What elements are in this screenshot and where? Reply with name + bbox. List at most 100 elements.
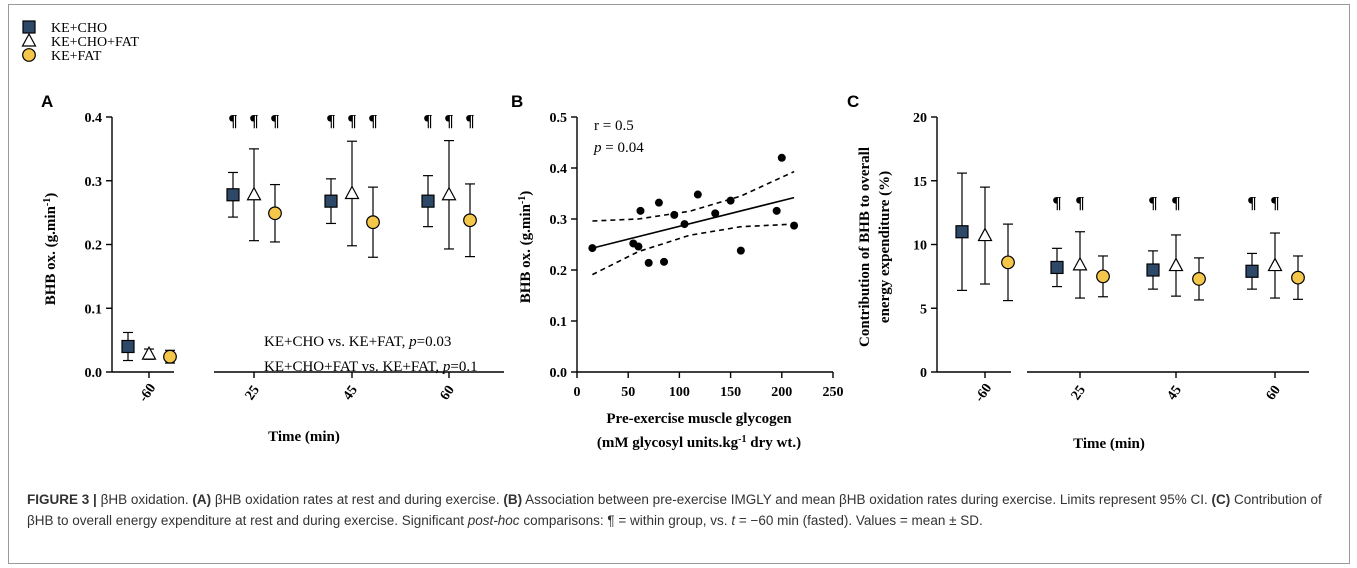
panel-b-letter: B [511,92,523,111]
panel-b-axes: 0.0 0.1 0.2 0.3 0.4 0.5 0 50 100 150 200 250 [550,111,844,400]
data-point-1-3 [441,186,457,201]
x-tick-label-1: 25 [243,383,263,403]
y-tick-label-3: 15 [913,175,927,190]
x-tick-label-5: 250 [823,385,844,400]
x-tick-label-3: 60 [438,383,458,403]
caption-posthoc: post-hoc [467,513,520,528]
panel-a-annotation-1: KE+CHO vs. KE+FAT, p=0.03 [264,334,451,350]
scatter-point-2 [634,242,643,251]
legend-label-2: KE+FAT [51,49,102,64]
significance-mark: ¶ [465,111,474,130]
figure-frame: KE+CHO KE+CHO+FAT KE+FAT A 0.0 0.1 0.2 0.3 0.4… [8,4,1350,564]
panel-b-x-label-line1: Pre-exercise muscle glycogen [606,411,792,427]
x-tick-label-2: 100 [669,385,690,400]
significance-mark: ¶ [1247,193,1256,212]
y-tick-label-3: 0.3 [550,213,568,228]
significance-mark: ¶ [347,111,356,130]
data-point-1-0 [141,345,157,360]
y-tick-label-4: 0.4 [85,111,103,126]
significance-mark: ¶ [423,111,432,130]
y-tick-label-0: 0 [920,366,927,381]
y-tick-label-2: 0.2 [85,239,103,254]
scatter-point-11 [726,196,735,205]
scatter-point-15 [790,221,799,230]
scatter-point-14 [777,153,786,162]
panel-a-y-label: BHB ox. (g.min-1) [42,193,60,306]
x-tick-label-3: 150 [720,385,741,400]
x-tick-label-2: 45 [341,383,361,403]
data-point-2-3 [1291,270,1305,285]
legend-marker-1 [21,32,37,47]
legend-label-1: KE+CHO+FAT [51,35,139,50]
figure-caption: FIGURE 3 | βHB oxidation. (A) βHB oxidat… [27,489,1337,531]
y-tick-label-4: 20 [913,111,927,126]
panel-a: A 0.0 0.1 0.2 0.3 0.4 -60 25 45 60 ¶ ¶ ¶ ¶ ¶ ¶ ¶ ¶ ¶ Tim… [41,92,504,445]
legend-marker-2 [22,48,36,62]
scatter-point-5 [654,198,663,207]
caption-a-text: βHB oxidation rates at rest and during e… [214,492,500,507]
panel-a-data: ¶ ¶ ¶ ¶ ¶ ¶ ¶ ¶ ¶ [121,111,477,364]
caption-t-symbol: t [731,513,736,528]
scatter-point-3 [636,206,645,215]
y-tick-label-0: 0.0 [550,366,568,381]
panel-c-x-label: Time (min) [1073,436,1145,452]
data-point-2-1 [1096,269,1110,284]
scatter-point-13 [772,206,781,215]
data-point-0-0 [955,225,969,239]
panel-c: C 0 5 10 15 20 -60 25 45 60 ¶ ¶ ¶ ¶ ¶ ¶ Time (min) Co… [847,92,1309,452]
data-point-2-2 [1192,272,1206,286]
regression-line [592,196,795,249]
data-point-2-0 [163,349,177,364]
y-tick-label-1: 5 [920,302,927,317]
panel-c-axes: 0 5 10 15 20 -60 25 45 60 [913,111,1309,405]
data-point-0-2 [324,194,338,208]
significance-mark: ¶ [326,111,335,130]
significance-mark: ¶ [1052,193,1061,212]
legend-marker-0 [22,20,36,34]
caption-figure-label: FIGURE 3 | [27,492,97,507]
caption-c-text: Contribution of βHB to overall energy ex… [27,492,1322,528]
legend-label-0: KE+CHO [51,21,107,36]
caption-c-text3: = −60 min (fasted). Values = mean ± SD. [738,513,983,528]
x-tick-label-2: 45 [1165,383,1185,403]
panel-a-x-label: Time (min) [268,429,340,445]
significance-mark: ¶ [270,111,279,130]
scatter-point-12 [736,246,745,255]
significance-mark: ¶ [1171,193,1180,212]
significance-mark: ¶ [228,111,237,130]
scatter-point-4 [644,258,653,267]
x-tick-label-0: 0 [574,385,581,400]
data-point-1-1 [1072,256,1088,271]
panel-b-x-label-line2: (mM glycosyl units.kg-1 dry wt.) [597,434,801,452]
data-point-1-1 [246,186,262,201]
caption-a-label: (A) [192,492,212,507]
panel-b-r-value: r = 0.5 [594,118,634,134]
panel-b-y-label: BHB ox. (g.min-1) [517,191,535,304]
data-point-1-0 [977,227,993,242]
y-tick-label-1: 0.1 [550,315,568,330]
data-point-0-0 [121,339,135,354]
data-point-2-2 [366,215,380,230]
ci-lower-line [592,223,795,276]
caption-c-text2: comparisons: ¶ = within group, vs. [523,513,728,528]
panel-a-letter: A [41,92,53,111]
x-tick-label-0: -60 [972,381,995,405]
panel-b-p-value: p = 0.04 [593,140,644,156]
significance-mark: ¶ [249,111,258,130]
significance-mark: ¶ [368,111,377,130]
x-tick-label-4: 200 [771,385,792,400]
data-point-2-1 [268,206,282,221]
y-tick-label-0: 0.0 [85,366,103,381]
x-tick-label-1: 25 [1069,383,1089,403]
y-tick-label-1: 0.1 [85,302,103,317]
x-tick-label-0: -60 [136,381,159,405]
significance-mark: ¶ [1148,193,1157,212]
data-point-0-1 [1050,260,1064,275]
caption-title: βHB oxidation. [100,492,189,507]
panel-c-y-label-line2: energy expenditure (%) [877,171,893,323]
significance-mark: ¶ [1075,193,1084,212]
panel-c-letter: C [847,92,859,111]
panel-b-data [588,153,799,276]
data-point-2-3 [463,213,477,228]
